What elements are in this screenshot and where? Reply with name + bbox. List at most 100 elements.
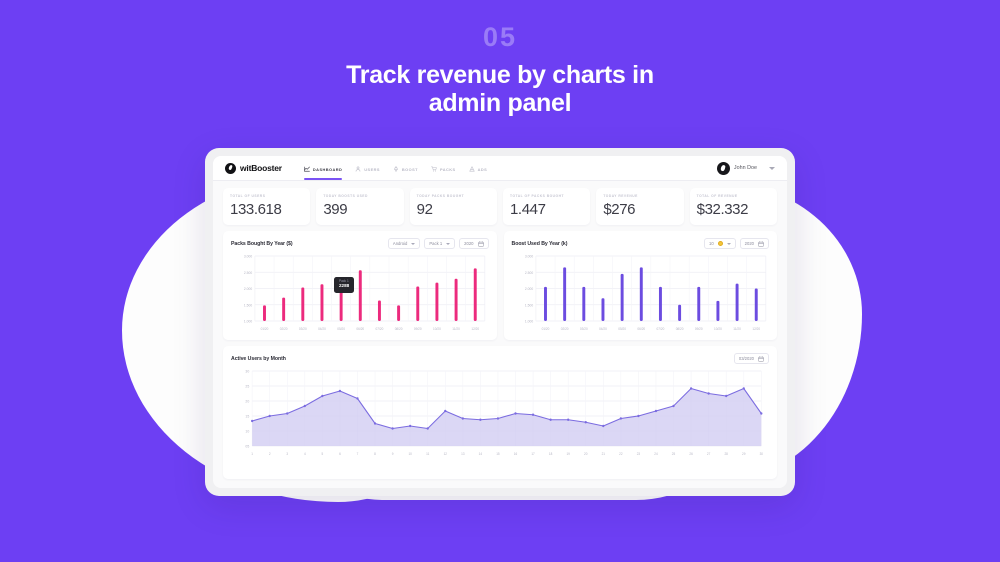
svg-text:09/20: 09/20 [694,327,702,331]
panel-active-users: Active Users by Month 03/2020 [223,346,777,479]
panel-header: Packs Bought By Year ($) Android Pack 1 [231,238,489,249]
main-nav: DASHBOARD USERS [303,156,488,180]
chart-icon [304,166,310,172]
svg-text:05/20: 05/20 [618,327,626,331]
panel-toolbar: 03/2020 [733,353,769,364]
nav-item-packs[interactable]: PACKS [431,156,456,180]
stat-value: 133.618 [230,201,282,218]
svg-text:4: 4 [304,452,306,456]
platform-select[interactable]: Android [387,238,421,249]
page-title: Track revenue by charts in admin panel [0,61,1000,117]
month-select-active-users[interactable]: 03/2020 [733,353,769,364]
svg-text:30: 30 [245,370,249,374]
svg-text:1.000: 1.000 [244,319,252,323]
nav-item-dashboard[interactable]: DASHBOARD [303,156,343,180]
stat-label: TODAY BOOSTS USED [323,194,368,198]
nav-item-boost[interactable]: BOOST [393,156,418,180]
svg-text:10/20: 10/20 [714,327,722,331]
chevron-down-icon [769,166,775,170]
stat-value: 1.447 [509,201,546,218]
dashboard-content: TOTAL OF USERS 133.618 TODAY BOOSTS USED… [213,181,787,488]
slide-number: 05 [482,22,518,52]
megaphone-icon [469,166,475,172]
panel-header: Boost Used By Year (k) 10 2020 [511,238,769,249]
svg-text:28: 28 [724,452,728,456]
svg-text:01/20: 01/20 [261,327,269,331]
svg-text:19: 19 [566,452,570,456]
dashboard-screen: witBooster DASHBOARD [213,156,787,488]
brand-logo[interactable]: witBooster [225,162,282,174]
coin-icon [717,241,723,246]
svg-text:05: 05 [245,445,249,449]
stat-label: TOTAL OF REVENUE [696,194,738,198]
svg-text:06/20: 06/20 [637,327,645,331]
pack-select-value: Pack 1 [429,241,443,246]
svg-text:11/20: 11/20 [733,327,741,331]
svg-text:7: 7 [357,452,359,456]
year-select-boost[interactable]: 2020 [739,238,769,249]
user-menu[interactable]: John Doe [716,161,775,175]
avatar [716,161,730,175]
chevron-down-icon [411,242,416,245]
svg-text:20: 20 [584,452,588,456]
svg-text:26: 26 [689,452,693,456]
svg-text:04/20: 04/20 [599,327,607,331]
svg-text:1.500: 1.500 [524,303,532,307]
svg-text:07/20: 07/20 [656,327,664,331]
chart-packs-bought: 3.000 2.500 2.000 1.500 1.000 01/20 02/20 03/2… [231,252,489,334]
svg-text:10: 10 [408,452,412,456]
panel-title: Boost Used By Year (k) [511,240,568,247]
nav-label-dashboard: DASHBOARD [312,166,343,172]
month-select-value: 03/2020 [738,356,754,361]
boost-amount-select[interactable]: 10 [704,238,736,249]
user-name: John Doe [733,165,757,171]
calendar-icon [758,355,764,362]
year-select-value: 2020 [464,241,474,246]
svg-text:09/20: 09/20 [414,327,422,331]
svg-text:5: 5 [322,452,324,456]
svg-text:24: 24 [654,452,658,456]
year-select-packs[interactable]: 2020 [459,238,489,249]
svg-text:2.500: 2.500 [244,271,252,275]
svg-text:13: 13 [461,452,465,456]
svg-text:2: 2 [269,452,271,456]
chevron-down-icon [446,242,451,245]
svg-text:25: 25 [245,385,249,389]
pack-select[interactable]: Pack 1 [424,238,456,249]
svg-text:6: 6 [339,452,341,456]
svg-text:08/20: 08/20 [395,327,403,331]
brand-mark-icon [225,162,236,174]
nav-label-ads: ADS [477,166,488,172]
svg-text:11: 11 [426,452,429,456]
stat-value: $32.332 [696,201,749,218]
chevron-down-icon [726,242,731,245]
svg-text:15: 15 [245,415,249,419]
stat-card-today-packs-bought: TODAY PACKS BOUGHT 92 [409,188,497,225]
svg-text:15: 15 [496,452,500,456]
svg-text:08/20: 08/20 [675,327,683,331]
svg-text:1: 1 [251,452,253,456]
stat-label: TOTAL OF USERS [230,194,266,198]
stat-card-total-revenue: TOTAL OF REVENUE $32.332 [689,188,777,225]
chart-row-top: Packs Bought By Year ($) Android Pack 1 [223,231,777,340]
panel-header: Active Users by Month 03/2020 [231,353,769,364]
nav-label-users: USERS [364,166,380,172]
svg-text:03/20: 03/20 [579,327,587,331]
svg-text:2.500: 2.500 [524,271,532,275]
nav-item-users[interactable]: USERS [355,156,380,180]
nav-item-ads[interactable]: ADS [469,156,488,180]
svg-text:11/20: 11/20 [452,327,460,331]
stat-card-today-revenue: TODAY REVENUE $276 [596,188,684,225]
stat-label: TODAY REVENUE [603,194,638,198]
stat-value: $276 [603,201,636,218]
svg-text:10: 10 [245,430,249,434]
calendar-icon [477,240,484,247]
user-icon [355,166,361,172]
svg-text:10/20: 10/20 [433,327,441,331]
svg-text:12/20: 12/20 [471,327,479,331]
nav-label-boost: BOOST [401,166,419,172]
svg-text:01/20: 01/20 [541,327,549,331]
svg-text:17: 17 [531,452,535,456]
stat-label: TOTAL OF PACKS BOUGHT [509,194,565,198]
